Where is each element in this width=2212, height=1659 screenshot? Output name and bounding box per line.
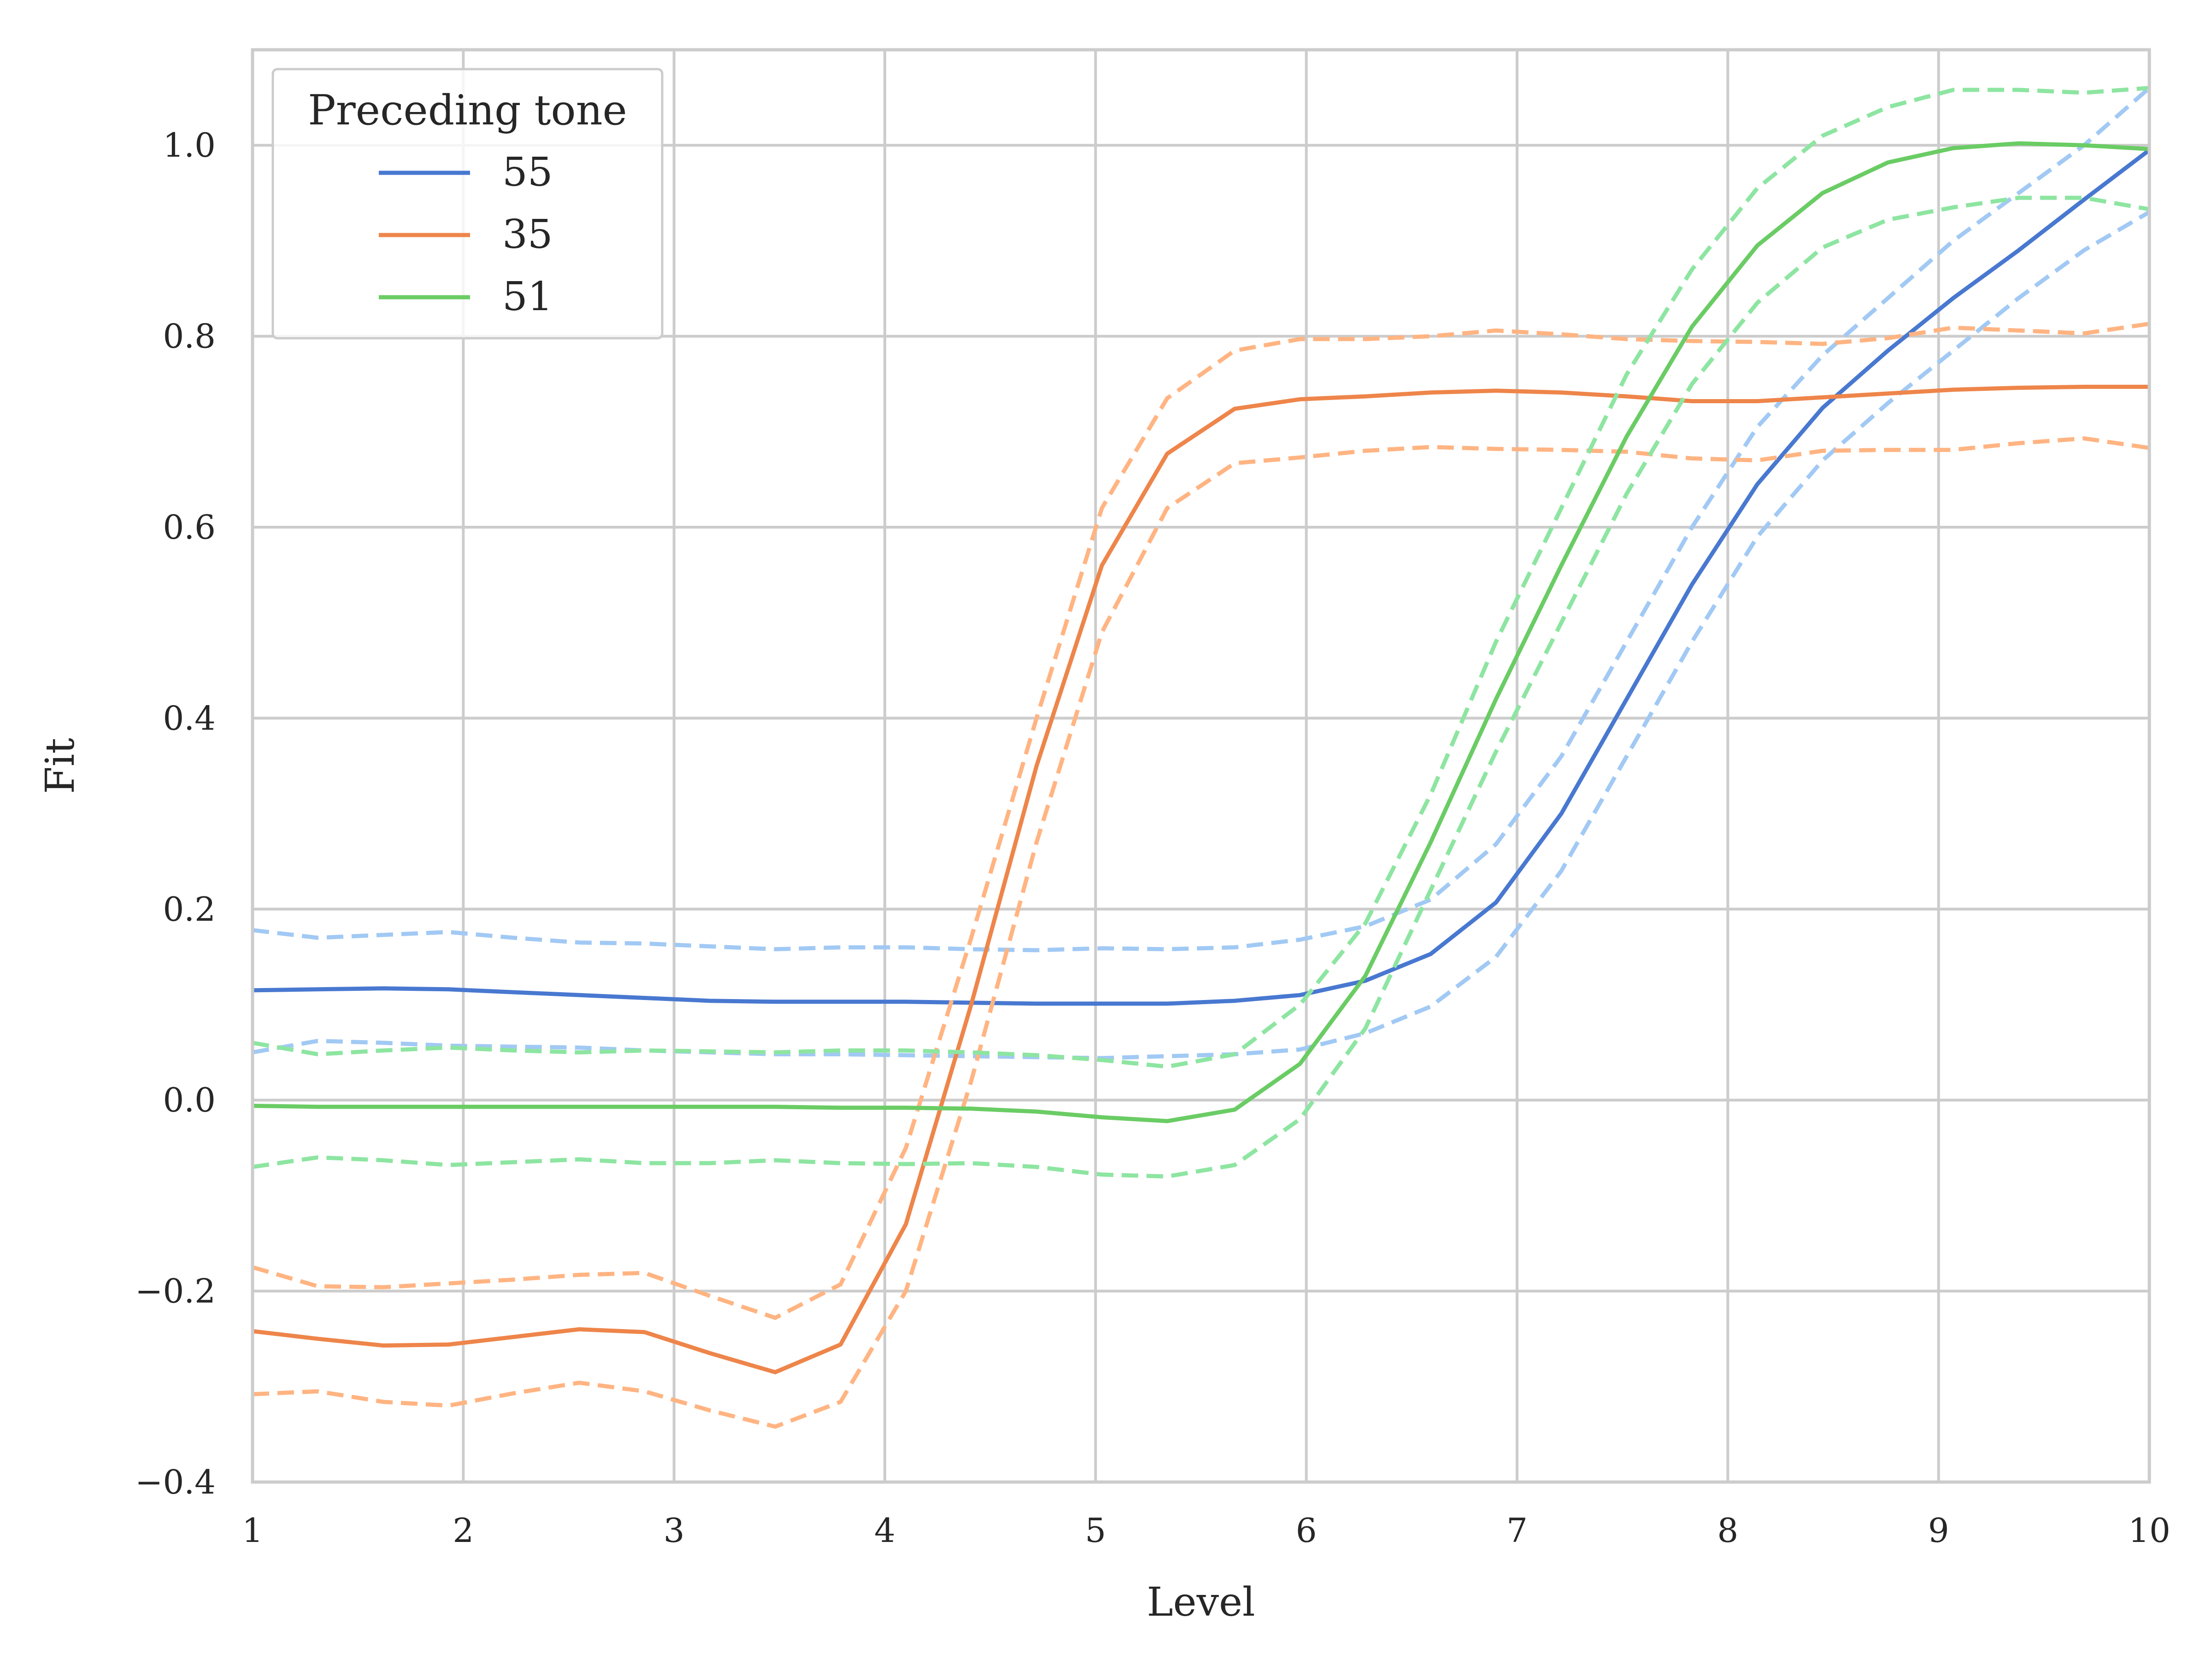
y-tick-label: 0.4 xyxy=(163,699,216,737)
legend-box xyxy=(271,68,664,340)
legend-items: 55 35 51 xyxy=(379,149,553,320)
series-51 xyxy=(252,86,2150,1179)
legend: Preceding tone 55 35 51 xyxy=(271,68,664,340)
x-axis-ticks: 1 2 3 4 5 6 7 8 9 10 xyxy=(242,1511,2171,1550)
x-tick-label: 10 xyxy=(2128,1511,2171,1550)
y-tick-label: 0.6 xyxy=(163,508,216,547)
x-axis-label: Level xyxy=(1147,1579,1255,1625)
legend-title: Preceding tone xyxy=(308,86,627,135)
y-tick-label: 0.0 xyxy=(163,1081,216,1119)
x-tick-label: 7 xyxy=(1506,1511,1528,1550)
x-tick-label: 1 xyxy=(242,1511,263,1550)
x-tick-label: 4 xyxy=(874,1511,895,1550)
x-tick-label: 5 xyxy=(1085,1511,1106,1550)
series-layer xyxy=(252,86,2151,1429)
x-tick-label: 2 xyxy=(453,1511,474,1550)
series-51-lower-bound xyxy=(252,195,2150,1179)
x-tick-label: 8 xyxy=(1717,1511,1738,1550)
y-tick-label: 1.0 xyxy=(163,126,216,165)
series-35-lower-bound xyxy=(252,436,2150,1429)
plot-frame xyxy=(251,48,2151,1484)
x-tick-label: 6 xyxy=(1296,1511,1317,1550)
y-axis-ticks: −0.4 −0.2 0.0 0.2 0.4 0.6 0.8 1.0 xyxy=(135,126,216,1501)
y-tick-label: −0.4 xyxy=(135,1463,216,1501)
series-35-upper-bound xyxy=(252,322,2150,1320)
x-tick-label: 3 xyxy=(664,1511,685,1550)
y-tick-label: 0.8 xyxy=(163,317,216,356)
series-51-upper-bound xyxy=(252,86,2150,1069)
series-51-line xyxy=(252,141,2150,1124)
legend-label-35: 35 xyxy=(502,212,553,258)
x-tick-label: 9 xyxy=(1928,1511,1949,1550)
series-55-upper-bound xyxy=(252,86,2151,953)
y-tick-label: 0.2 xyxy=(163,890,216,929)
legend-label-55: 55 xyxy=(502,149,553,195)
series-55-lower-bound xyxy=(252,210,2151,1060)
series-35-line xyxy=(252,384,2149,1375)
y-axis-label: Fit xyxy=(37,738,83,794)
y-tick-label: −0.2 xyxy=(135,1272,216,1311)
legend-label-51: 51 xyxy=(502,274,553,320)
series-35 xyxy=(252,322,2150,1429)
